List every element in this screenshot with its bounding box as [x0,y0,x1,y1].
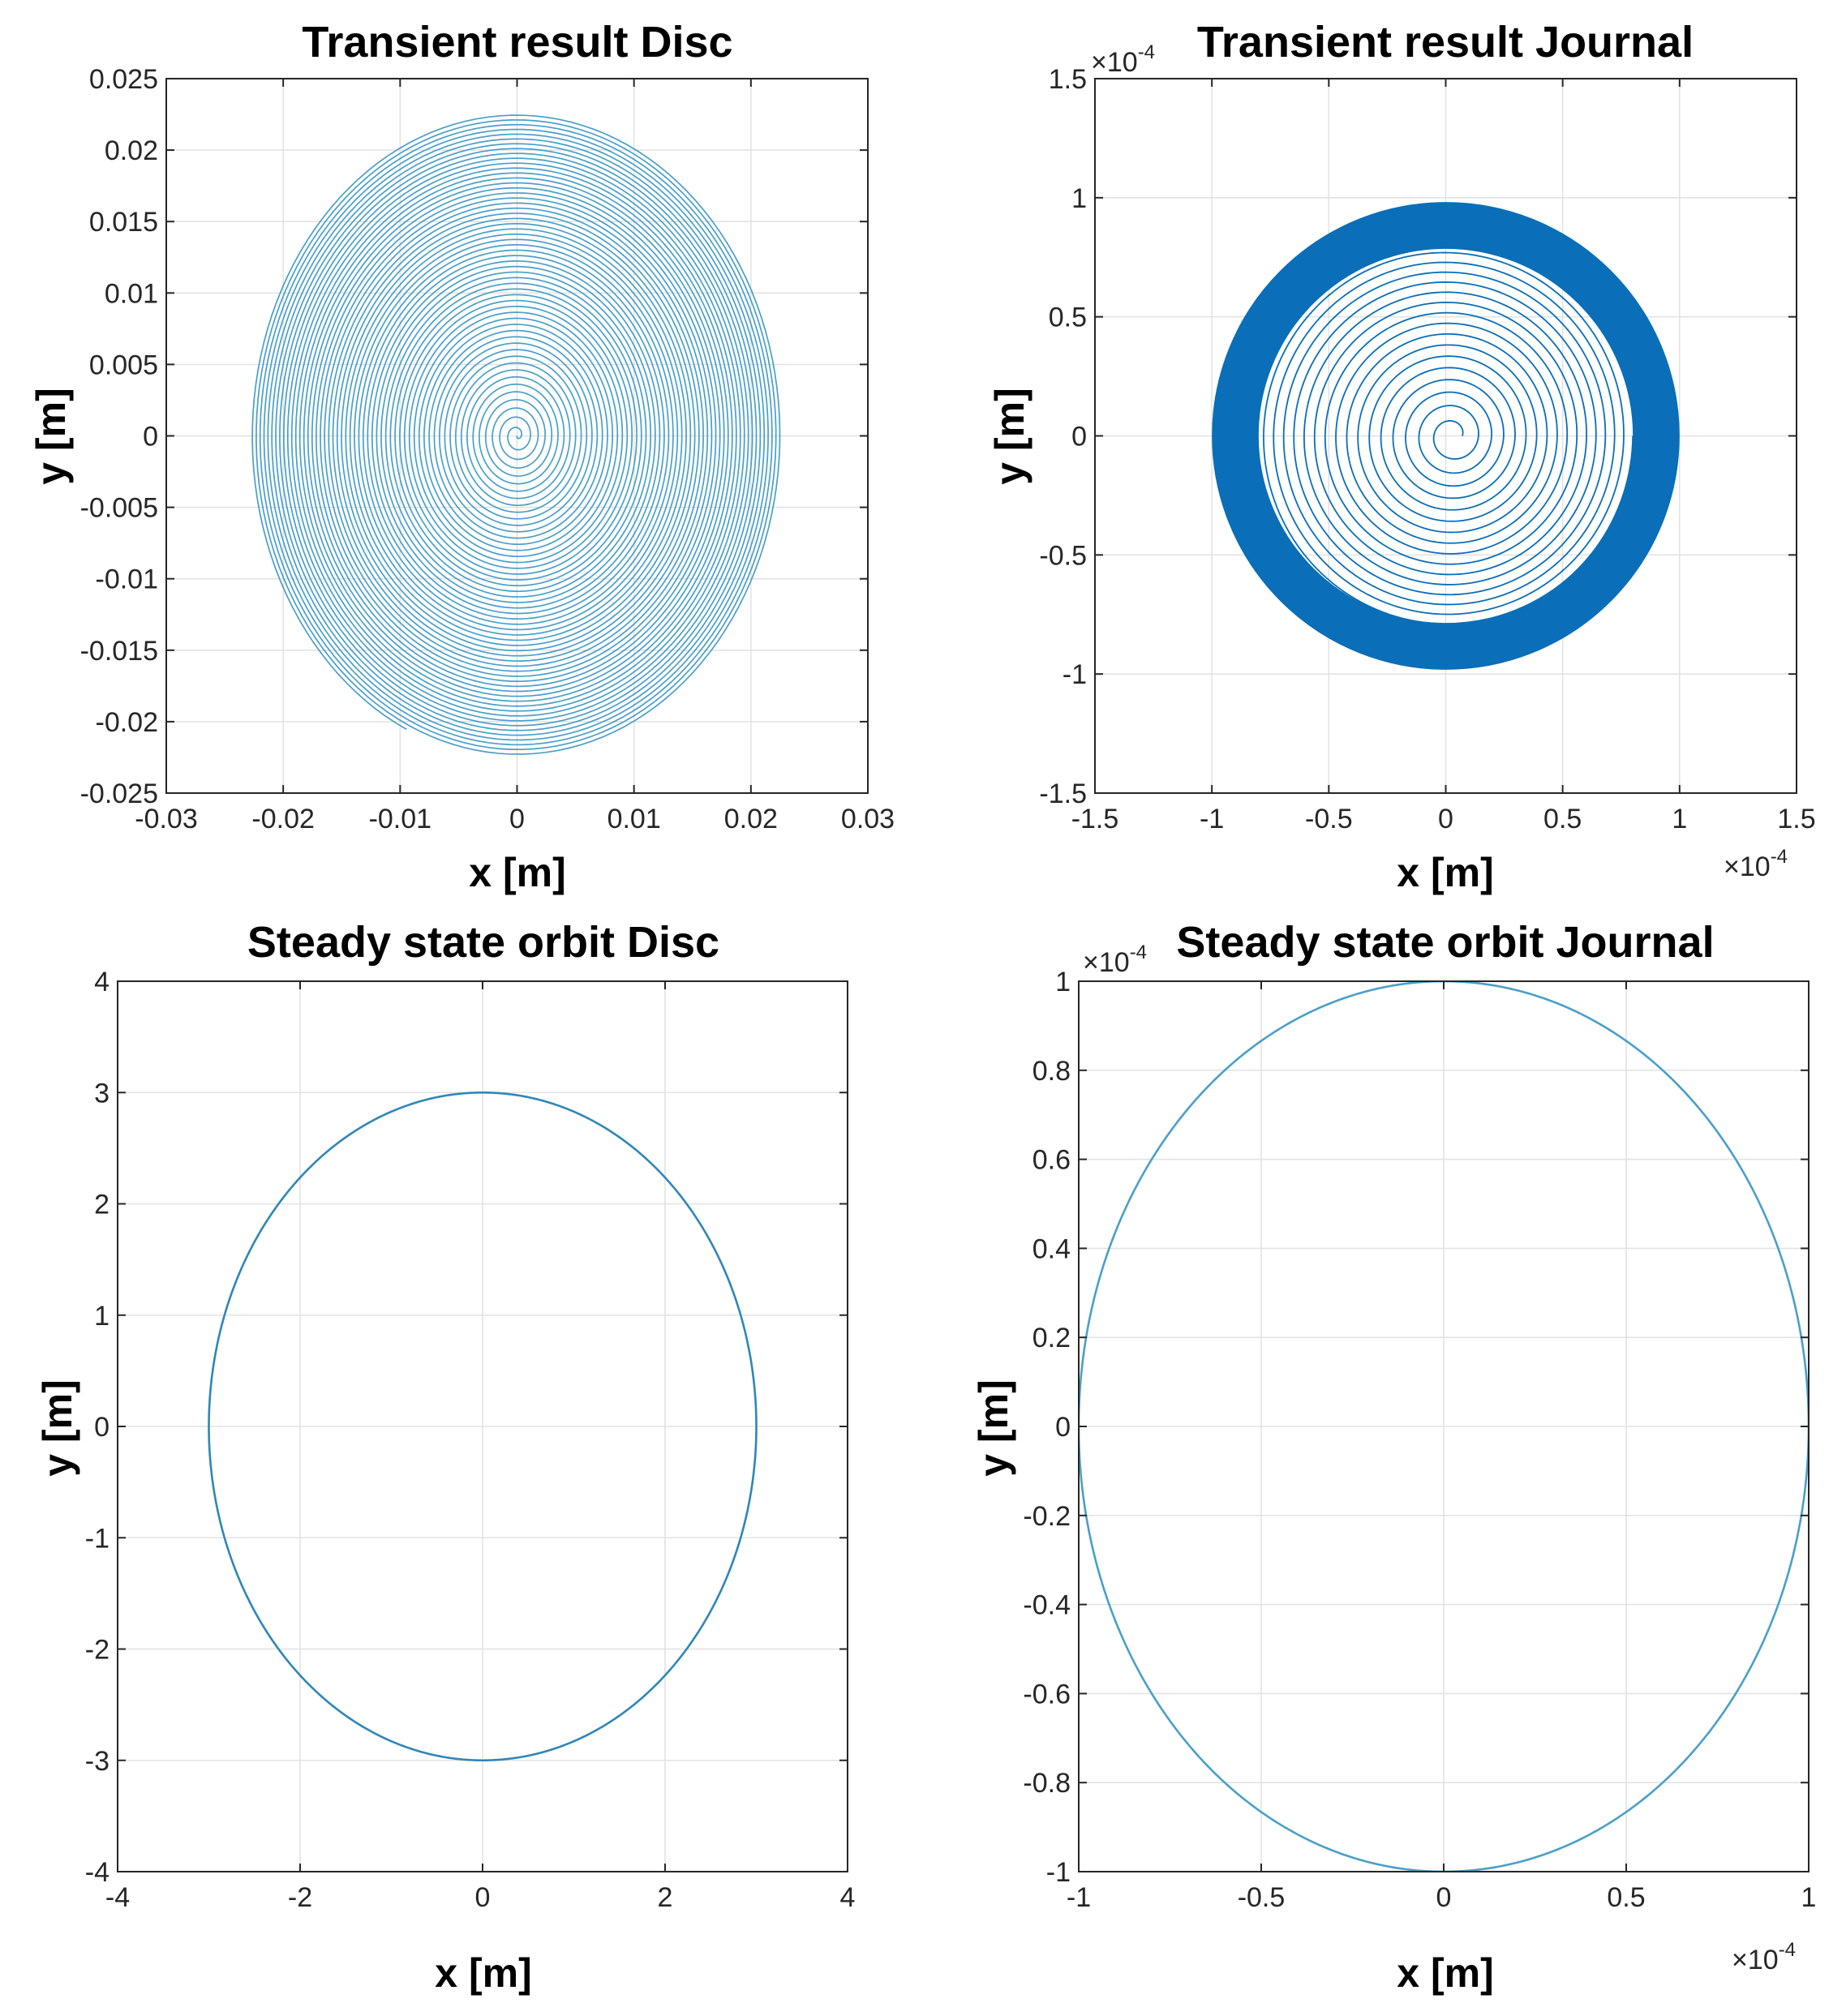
y-tick-label: 0.2 [1032,1323,1071,1353]
y-axis-label: y [m] [28,388,74,484]
y-tick-label: 1 [1055,967,1071,997]
x-axis-label: x [m] [435,1950,531,1996]
y-tick-label: 0.025 [89,64,158,95]
x-tick-label: 1.5 [1777,804,1815,834]
y-tick-label: 0 [1071,422,1087,453]
y-tick-label: 0.5 [1049,302,1087,333]
y-axis-label: y [m] [35,1379,80,1476]
x-tick-label: -1 [1200,804,1224,834]
series-group [1079,981,1809,1872]
y-tick-label: -0.01 [96,564,159,595]
y-tick-label: 1.5 [1049,64,1087,95]
panel-steady-disc: Steady state orbit Disc x [m] y [m] -4 -2… [35,918,855,1996]
y-tick-label: 0.005 [89,350,158,380]
y-tick-label: -2 [85,1635,109,1666]
chart-title: Steady state orbit Disc [247,918,719,967]
y-tick-label: 0.02 [105,135,158,166]
y-tick-label: 1 [1071,183,1087,214]
y-tick-label: -1 [1063,659,1087,690]
y-tick-label: -4 [85,1857,109,1888]
chart-title: Transient result Journal [1197,18,1694,66]
y-tick-label: -1 [1046,1857,1071,1888]
y-tick-label: -0.005 [80,493,158,524]
orbit-line [1079,981,1809,1872]
x-axis-label: x [m] [1397,1950,1493,1996]
panel-transient-disc: Transient result Disc x [m] y [m] -0.03-… [28,18,895,895]
y-tick-label: 0.6 [1032,1145,1071,1176]
x-tick-label: -4 [105,1882,130,1913]
x-tick-label: 0 [509,804,525,834]
x-tick-label: 0.03 [841,804,895,834]
y-tick-label: 2 [94,1190,109,1220]
y-tick-label: 0 [94,1412,109,1443]
x-tick-label: 0.02 [724,804,778,834]
series-group [208,1091,758,1762]
y-tick-label: 0 [1055,1412,1071,1443]
series-group [251,114,781,755]
series-group [1212,202,1680,670]
x-tick-label: 1 [1672,804,1687,834]
x-tick-label: -2 [288,1882,312,1913]
x-tick-label: -0.5 [1238,1882,1286,1913]
y-tick-label: -0.025 [80,779,158,809]
y-tick-label: -1.5 [1039,779,1087,809]
x-tick-label: 0 [475,1882,491,1913]
y-tick-label: -0.02 [96,707,159,738]
y-tick-label: -0.2 [1023,1501,1071,1532]
x-axis-multiplier: ×10-4 [1732,1939,1796,1975]
x-tick-label: 0 [1436,1882,1452,1913]
x-tick-label: 1 [1801,1882,1817,1913]
y-tick-label: 0.015 [89,207,158,238]
dense-orbit-band [1212,202,1680,670]
spiral-line [251,114,781,755]
y-tick-label: -0.4 [1023,1590,1071,1621]
y-tick-label: 0 [143,422,158,453]
x-tick-label: -0.5 [1305,804,1353,834]
y-axis-multiplier: ×10-4 [1091,41,1155,78]
y-tick-label: -3 [85,1746,109,1777]
spiral-line [1263,251,1634,625]
chart-title: Steady state orbit Journal [1176,918,1714,967]
x-axis-label: x [m] [469,850,565,895]
y-tick-label: -0.8 [1023,1768,1071,1799]
x-tick-label: 0.5 [1543,804,1582,834]
y-axis-label: y [m] [971,1379,1016,1476]
y-axis-multiplier: ×10-4 [1083,942,1147,978]
panel-transient-journal: Transient result Journal x [m] y [m] -1.… [987,18,1816,895]
y-tick-label: 1 [94,1301,109,1332]
y-tick-label: 0.01 [105,278,158,309]
x-tick-label: 0 [1438,804,1453,834]
x-tick-label: -0.03 [135,804,198,834]
y-tick-label: -0.015 [80,636,158,667]
y-tick-label: 4 [94,967,109,997]
x-tick-label: 0.01 [607,804,661,834]
x-tick-label: -1.5 [1071,804,1119,834]
x-tick-label: -0.01 [369,804,432,834]
y-tick-label: -0.5 [1039,540,1087,571]
y-axis-label: y [m] [987,388,1032,484]
y-tick-label: 3 [94,1078,109,1109]
y-tick-label: 0.8 [1032,1056,1071,1087]
x-axis-multiplier: ×10-4 [1724,846,1788,882]
x-axis-label: x [m] [1397,850,1493,895]
x-tick-label: -0.02 [251,804,315,834]
x-tick-label: 0.5 [1607,1882,1645,1913]
chart-title: Transient result Disc [302,18,732,66]
x-tick-label: 4 [840,1882,856,1913]
y-tick-label: 0.4 [1032,1233,1071,1264]
x-tick-label: -1 [1067,1882,1091,1913]
x-tick-label: 2 [658,1882,673,1913]
y-tick-label: -1 [85,1523,109,1554]
y-tick-label: -0.6 [1023,1679,1071,1709]
panel-steady-journal: Steady state orbit Journal x [m] y [m] -… [971,918,1816,1996]
orbit-line [208,1091,758,1762]
